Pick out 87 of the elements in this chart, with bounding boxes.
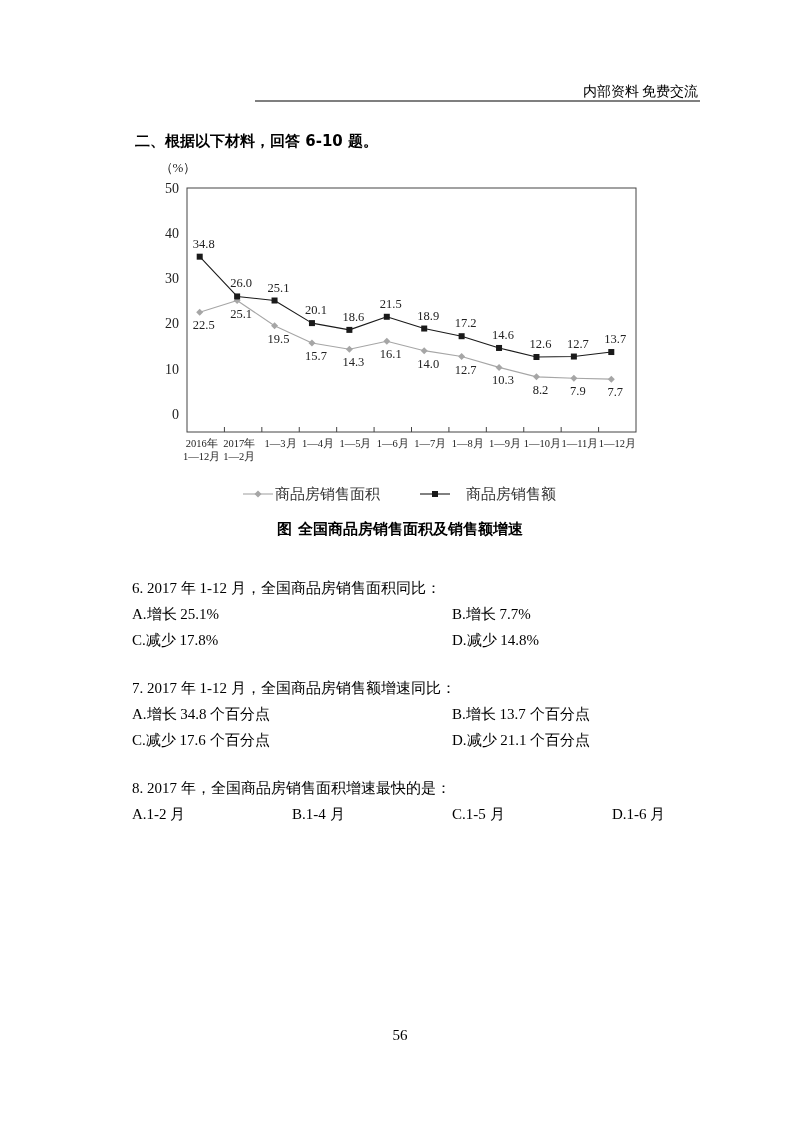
text: 二、根据以下材料，回答 6-10 题。 xyxy=(135,132,378,150)
point xyxy=(608,349,615,356)
point xyxy=(271,297,278,304)
y-axis-title: （%） xyxy=(159,160,197,175)
data-label: 22.5 xyxy=(192,318,215,333)
data-label: 14.6 xyxy=(492,327,514,342)
data-label: 26.0 xyxy=(230,276,253,291)
text: 图 全国商品房销售面积及销售额增速 xyxy=(277,520,524,538)
point xyxy=(533,353,540,360)
point xyxy=(308,320,315,327)
text: C.减少 17.8% xyxy=(132,632,219,648)
y-tick-label: 40 xyxy=(165,226,179,242)
text: A.增长 25.1% xyxy=(132,606,220,622)
text: 6. 2017 年 1-12 月，全国商品房销售面积同比： xyxy=(132,580,441,596)
data-label: 16.1 xyxy=(379,347,402,362)
data-label: 7.9 xyxy=(570,384,586,399)
data-label: 34.8 xyxy=(192,236,215,251)
text: 8. 2017 年，全国商品房销售面积增速最快的是： xyxy=(132,780,451,796)
text: D.减少 21.1 个百分点 xyxy=(452,732,591,748)
data-label: 25.1 xyxy=(230,306,253,321)
text: D.减少 14.8% xyxy=(452,632,540,648)
data-label: 7.7 xyxy=(607,385,624,400)
x-tick-label: 2017年 1—2月 xyxy=(223,438,256,462)
point xyxy=(196,308,204,316)
point xyxy=(495,363,503,371)
x-tick-label: 1—9月 xyxy=(489,438,522,449)
text: B.增长 13.7 个百分点 xyxy=(452,706,590,722)
data-label: 25.1 xyxy=(267,280,290,295)
data-label: 18.6 xyxy=(342,309,365,324)
data-label: 17.2 xyxy=(454,316,477,331)
x-tick-label: 1—4月 xyxy=(301,438,334,449)
x-tick-label: 1—11月 xyxy=(561,438,599,449)
text: B.增长 7.7% xyxy=(452,606,531,622)
x-tick-label: 1—6月 xyxy=(376,438,409,449)
data-label: 12.7 xyxy=(454,362,477,377)
data-label: 13.7 xyxy=(604,332,627,347)
data-label: 15.7 xyxy=(305,348,327,363)
point xyxy=(383,337,391,345)
data-label: 14.0 xyxy=(417,356,440,371)
y-tick-label: 0 xyxy=(172,406,179,422)
y-tick-label: 20 xyxy=(165,316,179,332)
point xyxy=(234,293,241,300)
text: C.1-5 月 xyxy=(452,806,505,822)
x-tick-label: 1—10月 xyxy=(523,438,562,449)
data-label: 21.5 xyxy=(379,296,402,311)
x-tick-label: 1—12月 xyxy=(598,438,636,449)
text: C.减少 17.6 个百分点 xyxy=(132,732,270,748)
text: 56 xyxy=(392,1027,408,1043)
text: A.增长 34.8 个百分点 xyxy=(132,706,271,722)
point xyxy=(607,375,615,383)
point xyxy=(532,373,540,381)
y-tick-label: 30 xyxy=(165,271,179,287)
x-tick-label: 1—7月 xyxy=(414,438,447,449)
x-tick-label: 1—5月 xyxy=(339,438,372,449)
x-tick-label: 1—8月 xyxy=(451,438,484,449)
point xyxy=(196,253,203,260)
point xyxy=(570,353,577,360)
text: B.1-4 月 xyxy=(292,806,345,822)
data-label: 19.5 xyxy=(267,331,290,346)
y-tick-label: 10 xyxy=(165,361,179,377)
point xyxy=(420,347,428,355)
text: 7. 2017 年 1-12 月，全国商品房销售额增速同比： xyxy=(132,680,456,696)
point xyxy=(383,313,390,320)
point xyxy=(308,339,316,347)
data-label: 18.9 xyxy=(417,308,440,323)
point xyxy=(570,374,578,382)
point xyxy=(345,345,353,353)
data-label: 12.6 xyxy=(529,336,552,351)
point xyxy=(496,344,503,351)
data-label: 10.3 xyxy=(492,373,514,388)
text: A.1-2 月 xyxy=(132,806,186,822)
point xyxy=(346,326,353,333)
y-tick-label: 50 xyxy=(165,180,179,196)
data-label: 14.3 xyxy=(342,355,365,370)
x-tick-label: 2016年 1—12月 xyxy=(183,438,221,462)
legend-label: 商品房销售额 xyxy=(466,486,556,503)
x-tick-label: 1—3月 xyxy=(264,438,297,449)
data-label: 20.1 xyxy=(305,303,327,318)
text: 内部资料 免费交流 xyxy=(582,84,698,99)
point xyxy=(458,353,466,361)
data-label: 12.7 xyxy=(566,336,589,351)
data-label: 8.2 xyxy=(532,382,549,397)
point xyxy=(458,333,465,340)
point xyxy=(421,325,428,332)
point xyxy=(271,322,279,330)
legend-label: 商品房销售面积 xyxy=(275,486,380,503)
text: D.1-6 月 xyxy=(612,806,666,822)
